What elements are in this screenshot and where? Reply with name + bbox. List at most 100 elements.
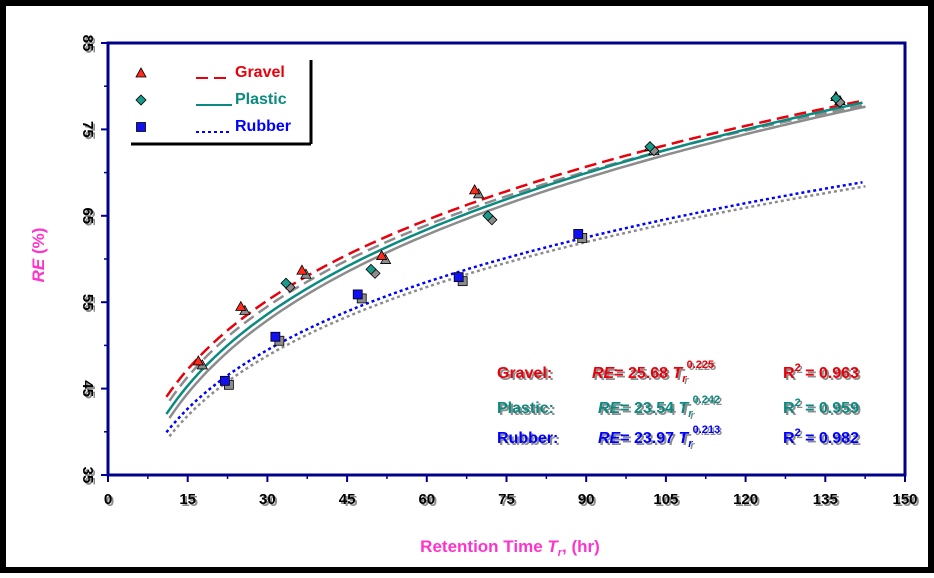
equation-formula-gravel-shadow: RE= 25.68 Tr0.225 — [594, 361, 716, 387]
r2-label: R — [785, 432, 797, 449]
x-tick-label: 90 — [578, 491, 595, 508]
x-tick-label-shadow: 105 — [655, 493, 680, 510]
x-axis-title: Retention Time Tr, (hr) — [420, 537, 600, 559]
equation-formula-gravel: RE= 25.68 Tr0.225 — [592, 359, 714, 385]
formula-lhs: RE — [594, 367, 618, 384]
x-tick-label-shadow: 0 — [106, 493, 114, 510]
x-axis-title-sub: r — [558, 547, 563, 559]
y-tick-label: 75 — [79, 121, 96, 138]
data-point-plastic — [830, 92, 842, 104]
legend-marker-plastic — [135, 94, 147, 106]
x-tick-label-shadow: 15 — [181, 493, 198, 510]
legend-box — [131, 60, 311, 144]
x-axis-title-main: Retention Time — [420, 537, 547, 556]
x-axis-title-tail: , (hr) — [562, 537, 600, 556]
r2-label: R — [783, 400, 795, 417]
equation-formula-rubber: RE= 23.97 Tr0.213 — [598, 424, 720, 450]
equation-r2-plastic-shadow: R2 = 0.959 — [785, 399, 861, 419]
formula-coef: = 23.54 — [620, 400, 678, 417]
trend-curve-shadow — [168, 105, 866, 419]
data-point-gravel — [468, 184, 481, 195]
r2-value: = 0.982 — [803, 432, 861, 449]
trend-curve-plastic — [165, 101, 863, 415]
legend-label-plastic: Plastic — [235, 91, 287, 108]
data-point-gravel — [235, 300, 247, 311]
equation-label-rubber: Rubber: — [497, 430, 558, 447]
formula-sub: r — [690, 440, 695, 452]
y-tick-label-shadow: 65 — [81, 209, 98, 226]
r2-exp: 2 — [797, 364, 803, 376]
formula-sub: r — [688, 438, 693, 450]
r2-value: = 0.963 — [803, 367, 861, 384]
formula-sub: r — [690, 410, 695, 422]
y-tick-label-shadow: 55 — [81, 296, 98, 313]
x-tick-label-shadow: 45 — [341, 493, 358, 510]
data-point-plastic — [365, 263, 377, 275]
trend-curve-rubber — [165, 181, 863, 434]
x-tick-label: 120 — [733, 491, 758, 508]
equation-label-gravel-shadow: Gravel: — [499, 367, 554, 384]
formula-var: T — [681, 432, 692, 449]
r2-value: = 0.963 — [801, 365, 859, 382]
r2-exp: 2 — [797, 399, 803, 411]
y-axis-title: RE (%) — [29, 228, 48, 283]
x-tick-label: 75 — [498, 491, 515, 508]
equation-r2-rubber: R2 = 0.982 — [783, 427, 859, 447]
y-tick-label: 45 — [79, 380, 96, 397]
y-tick-label: 65 — [79, 207, 96, 224]
y-axis-title-var: RE — [29, 258, 48, 282]
trend-curve-shadow — [168, 185, 866, 438]
x-tick-label: 30 — [259, 491, 276, 508]
data-point-gravel — [375, 249, 388, 260]
legend: Gravel Plastic Rubber — [131, 60, 313, 146]
formula-sub: r — [688, 408, 693, 420]
y-tick-label: 55 — [79, 294, 96, 311]
formula-coef: = 23.97 — [620, 430, 678, 447]
equation-r2-rubber-shadow: R2 = 0.982 — [785, 429, 861, 449]
formula-coef: = 25.68 — [614, 365, 672, 382]
data-point-gravel — [296, 264, 308, 275]
r2-label: R — [783, 365, 795, 382]
equation-label-gravel: Gravel: — [497, 365, 552, 382]
formula-var: T — [679, 400, 690, 417]
formula-lhs: RE — [600, 402, 624, 419]
data-markers — [192, 90, 846, 390]
legend-marker-gravel — [135, 67, 147, 78]
formula-var: T — [679, 430, 690, 447]
formula-sub: r — [682, 373, 687, 385]
formula-exp: 0.242 — [695, 396, 723, 408]
equation-formula-plastic-shadow: RE= 23.54 Tr0.242 — [600, 396, 722, 422]
y-tick-label: 85 — [79, 35, 96, 52]
x-tick-label-shadow: 60 — [420, 493, 437, 510]
formula-exp: 0.242 — [693, 394, 721, 406]
r2-value: = 0.982 — [801, 430, 859, 447]
formula-var: T — [675, 367, 686, 384]
x-tick-label: 60 — [418, 491, 435, 508]
r2-exp: 2 — [795, 362, 801, 374]
trend-curves — [165, 99, 863, 434]
legend-marker-rubber — [136, 122, 146, 132]
formula-exp: 0.225 — [689, 361, 717, 373]
trend-curve-gravel — [165, 99, 863, 398]
formula-exp: 0.213 — [693, 424, 721, 436]
x-tick-label: 135 — [813, 491, 838, 508]
r2-exp: 2 — [795, 427, 801, 439]
x-tick-label-shadow: 90 — [580, 493, 597, 510]
formula-coef: = 25.68 — [616, 367, 674, 384]
data-point-plastic — [644, 141, 656, 153]
formula-coef: = 23.54 — [622, 402, 680, 419]
x-tick-label-shadow: 150 — [894, 493, 919, 510]
y-tick-label-shadow: 35 — [81, 469, 98, 486]
r2-label: R — [783, 430, 795, 447]
r2-label: R — [785, 367, 797, 384]
y-axis-title-tail: (%) — [29, 228, 48, 259]
x-tick-label-shadow: 75 — [500, 493, 517, 510]
x-tick-label: 0 — [104, 491, 112, 508]
data-point-rubber — [352, 289, 363, 300]
formula-var: T — [673, 365, 684, 382]
data-point-gravel — [192, 355, 205, 366]
